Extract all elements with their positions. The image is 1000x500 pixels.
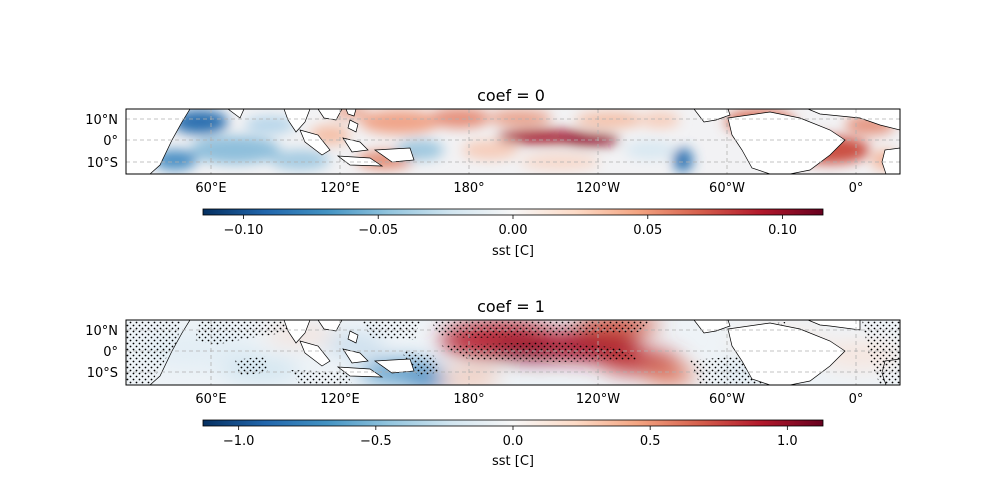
colorbar-tick-label: 0.10 (768, 223, 797, 238)
lon-tick-label: 120°W (576, 392, 620, 407)
colorbar-gradient (202, 419, 824, 427)
map-frame (125, 319, 901, 386)
panel-title: coef = 0 (477, 86, 545, 105)
colorbar-1: −0.10 −0.05 0.00 0.05 0.10 sst [C] (202, 208, 824, 259)
lat-tick-label: 0° (103, 134, 118, 149)
map-frame (125, 108, 901, 175)
colorbar-ticks: −1.0 −0.5 0.0 0.5 1.0 (223, 426, 798, 449)
map-panel-1: coef = 0 (85, 86, 901, 259)
lon-tick-label: 0° (849, 392, 864, 407)
lon-tick-label: 60°E (195, 392, 226, 407)
lat-tick-label: 10°S (87, 156, 118, 171)
colorbar-label: sst [C] (492, 244, 534, 259)
lon-tick-label: 60°W (709, 181, 745, 196)
lat-tick-labels: 10°N 0° 10°S (85, 113, 118, 171)
sst-field (126, 320, 900, 385)
lon-tick-label: 60°E (195, 181, 226, 196)
panel-title: coef = 1 (477, 297, 545, 316)
lon-tick-label: 180° (453, 181, 484, 196)
colorbar-gradient (202, 208, 824, 216)
lon-tick-label: 0° (849, 181, 864, 196)
colorbar-tick-label: 0.5 (640, 434, 661, 449)
colorbar-ticks: −0.10 −0.05 0.00 0.05 0.10 (224, 215, 797, 238)
lon-tick-label: 60°W (709, 392, 745, 407)
coastlines (126, 109, 900, 174)
colorbar-tick-label: −1.0 (223, 434, 255, 449)
lon-tick-labels: 60°E 120°E 180° 120°W 60°W 0° (195, 392, 863, 407)
lon-tick-label: 120°W (576, 181, 620, 196)
coastlines (126, 320, 900, 385)
gridlines (126, 320, 900, 385)
lon-tick-label: 120°E (320, 392, 360, 407)
lon-tick-labels: 60°E 120°E 180° 120°W 60°W 0° (195, 181, 863, 196)
colorbar-label: sst [C] (492, 454, 534, 469)
gridlines (126, 109, 900, 174)
colorbar-tick-label: −0.5 (360, 434, 392, 449)
lat-tick-labels: 10°N 0° 10°S (85, 324, 118, 381)
lat-tick-label: 10°S (87, 366, 118, 381)
colorbar-2: −1.0 −0.5 0.0 0.5 1.0 sst [C] (202, 419, 824, 469)
colorbar-tick-label: 0.00 (499, 223, 528, 238)
map-panel-2: coef = 1 (85, 297, 901, 469)
lat-tick-label: 0° (103, 345, 118, 360)
colorbar-tick-label: 1.0 (777, 434, 798, 449)
colorbar-tick-label: −0.10 (224, 223, 264, 238)
colorbar-tick-label: −0.05 (358, 223, 398, 238)
lon-tick-label: 120°E (320, 181, 360, 196)
sst-field (126, 109, 900, 174)
colorbar-tick-label: 0.0 (503, 434, 524, 449)
colorbar-tick-label: 0.05 (633, 223, 662, 238)
lat-tick-label: 10°N (85, 113, 118, 128)
lat-tick-label: 10°N (85, 324, 118, 339)
lon-tick-label: 180° (453, 392, 484, 407)
